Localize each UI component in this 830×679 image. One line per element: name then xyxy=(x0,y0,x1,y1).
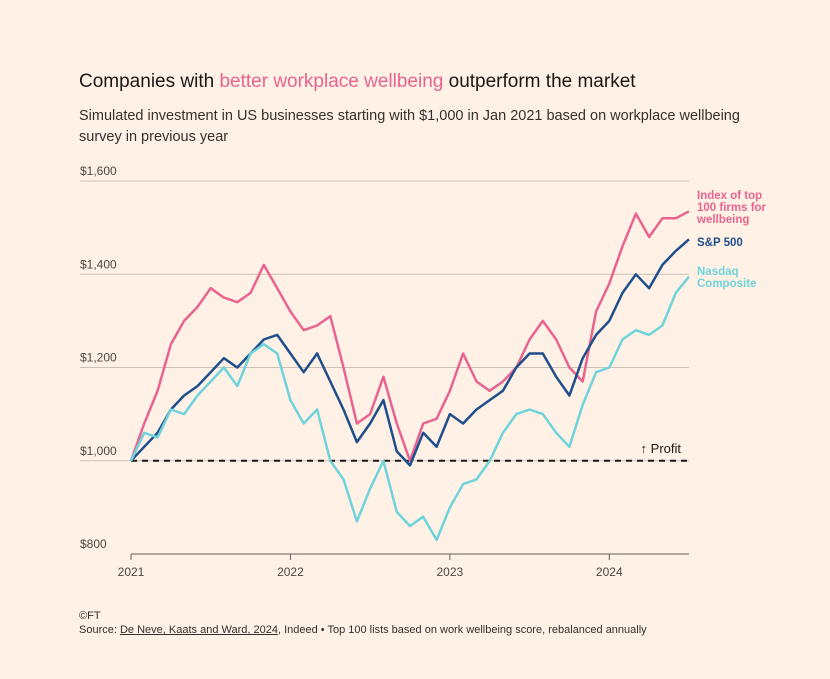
title-text: outperform the market xyxy=(448,71,636,92)
title-highlight: better workplace wellbeing xyxy=(219,71,444,92)
source: Source: De Neve, Kaats and Ward, 2024, I… xyxy=(79,624,647,636)
x-tick-label: 2024 xyxy=(596,565,623,579)
source-text: , Indeed • Top 100 lists based on work w… xyxy=(277,624,647,636)
y-tick-label: $1,200 xyxy=(80,351,117,365)
series-label: Nasdaq Composite xyxy=(697,266,757,290)
source-prefix: Source: xyxy=(79,624,117,636)
reference-label: ↑ Profit xyxy=(641,441,682,456)
series-line xyxy=(129,275,690,542)
series-label: Index of top 100 firms for wellbeing xyxy=(697,190,767,226)
y-tick-label: $1,400 xyxy=(80,257,117,271)
y-tick-label: $1,600 xyxy=(80,164,117,178)
copyright: ©FT xyxy=(79,610,101,622)
chart-title: Companies with better workplace wellbein… xyxy=(79,71,636,93)
y-tick-label: $800 xyxy=(80,537,107,551)
title-text: Companies with xyxy=(79,71,215,92)
subtitle: Simulated investment in US businesses st… xyxy=(79,108,740,145)
x-tick-label: 2023 xyxy=(437,565,464,579)
x-tick-label: 2022 xyxy=(277,565,304,579)
series-label: S&P 500 xyxy=(697,237,743,249)
series-line xyxy=(129,210,690,463)
x-tick-label: 2021 xyxy=(118,565,145,579)
series-line xyxy=(130,238,690,467)
y-tick-label: $1,000 xyxy=(80,444,117,458)
source-link[interactable]: De Neve, Kaats and Ward, 2024 xyxy=(119,624,278,636)
